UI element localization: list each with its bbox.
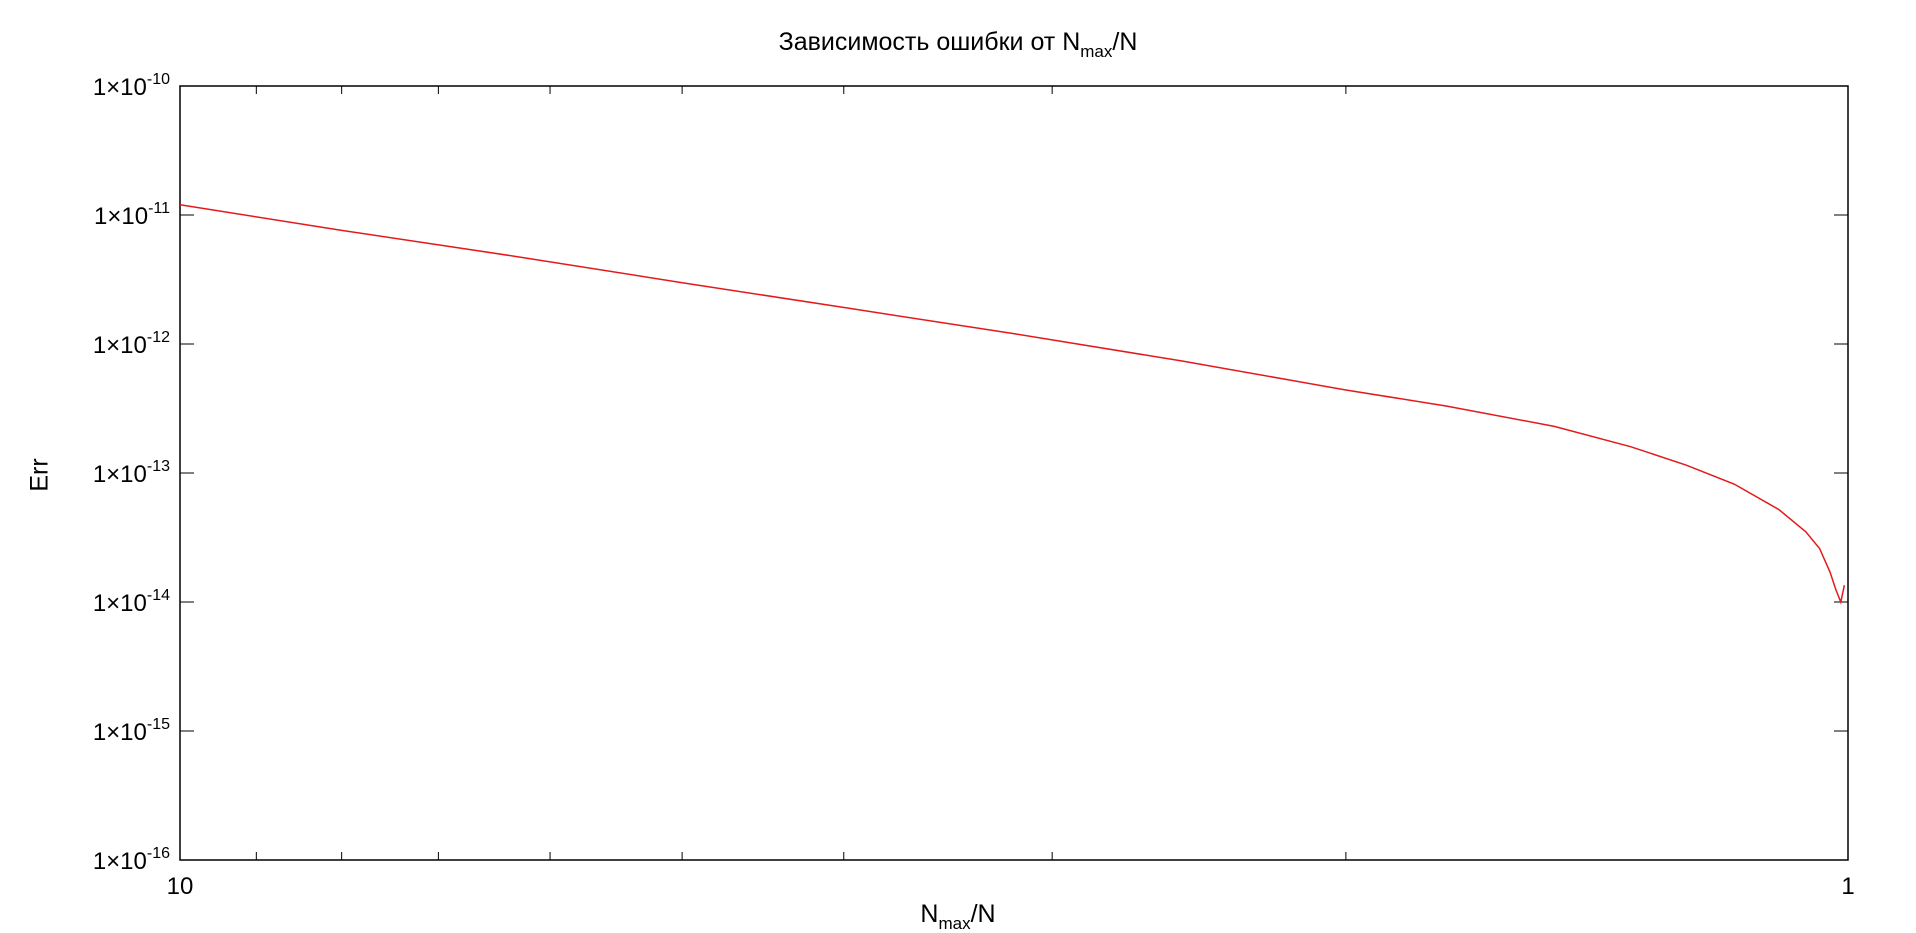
xlabel-suffix: /N	[970, 900, 996, 928]
chart-title: Зависимость ошибки от Nmax/N	[0, 28, 1916, 61]
title-suffix: /N	[1112, 28, 1138, 56]
x-tick-label: 1	[1841, 873, 1854, 900]
y-tick-label: 1×10-12	[93, 329, 170, 359]
y-tick-label: 1×10-10	[93, 71, 170, 101]
y-tick-label: 1×10-16	[93, 845, 170, 875]
title-prefix: Зависимость ошибки от N	[778, 28, 1081, 56]
y-tick-label: 1×10-14	[93, 587, 170, 617]
error-series-line	[179, 204, 1846, 605]
xlabel-prefix: N	[920, 900, 939, 928]
x-axis-label: Nmax/N	[0, 900, 1916, 933]
y-tick-label: 1×10-15	[93, 716, 170, 746]
plot-frame	[179, 85, 1849, 861]
xlabel-subscript: max	[938, 914, 971, 933]
x-tick-label: 10	[167, 873, 194, 900]
y-tick-label: 1×10-11	[94, 200, 170, 230]
y-tick-label: 1×10-13	[93, 458, 170, 488]
title-subscript: max	[1080, 42, 1113, 61]
